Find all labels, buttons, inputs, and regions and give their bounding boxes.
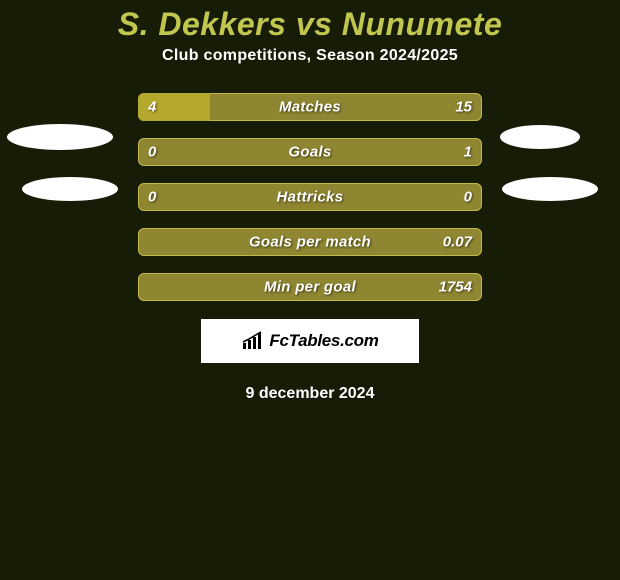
stat-label: Matches xyxy=(138,99,482,116)
brand-box: FcTables.com xyxy=(201,319,419,363)
stat-value-right: 15 xyxy=(455,99,472,116)
brand-chart-icon xyxy=(241,331,263,351)
brand-text: FcTables.com xyxy=(269,331,378,351)
stat-row: Hattricks0 0 xyxy=(138,183,482,211)
side-ellipse xyxy=(22,177,118,201)
stat-label: Goals xyxy=(138,144,482,161)
stat-value-left: 4 xyxy=(148,99,156,116)
page-title: S. Dekkers vs Nunumete xyxy=(0,0,620,47)
stat-row: Matches4 15 xyxy=(138,93,482,121)
side-ellipse xyxy=(7,124,113,150)
stat-value-left: 0 xyxy=(148,189,156,206)
stat-label: Hattricks xyxy=(138,189,482,206)
side-ellipse xyxy=(500,125,580,149)
stat-row: Goals0 1 xyxy=(138,138,482,166)
stat-label: Min per goal xyxy=(138,279,482,296)
subtitle: Club competitions, Season 2024/2025 xyxy=(0,47,620,93)
stat-row: Goals per match0.07 xyxy=(138,228,482,256)
date-text: 9 december 2024 xyxy=(0,385,620,403)
stat-row: Min per goal1754 xyxy=(138,273,482,301)
stat-value-left: 0 xyxy=(148,144,156,161)
stat-value-right: 1754 xyxy=(439,279,472,296)
stat-label: Goals per match xyxy=(138,234,482,251)
stat-value-right: 0 xyxy=(464,189,472,206)
stat-value-right: 1 xyxy=(464,144,472,161)
stat-value-right: 0.07 xyxy=(443,234,472,251)
side-ellipse xyxy=(502,177,598,201)
